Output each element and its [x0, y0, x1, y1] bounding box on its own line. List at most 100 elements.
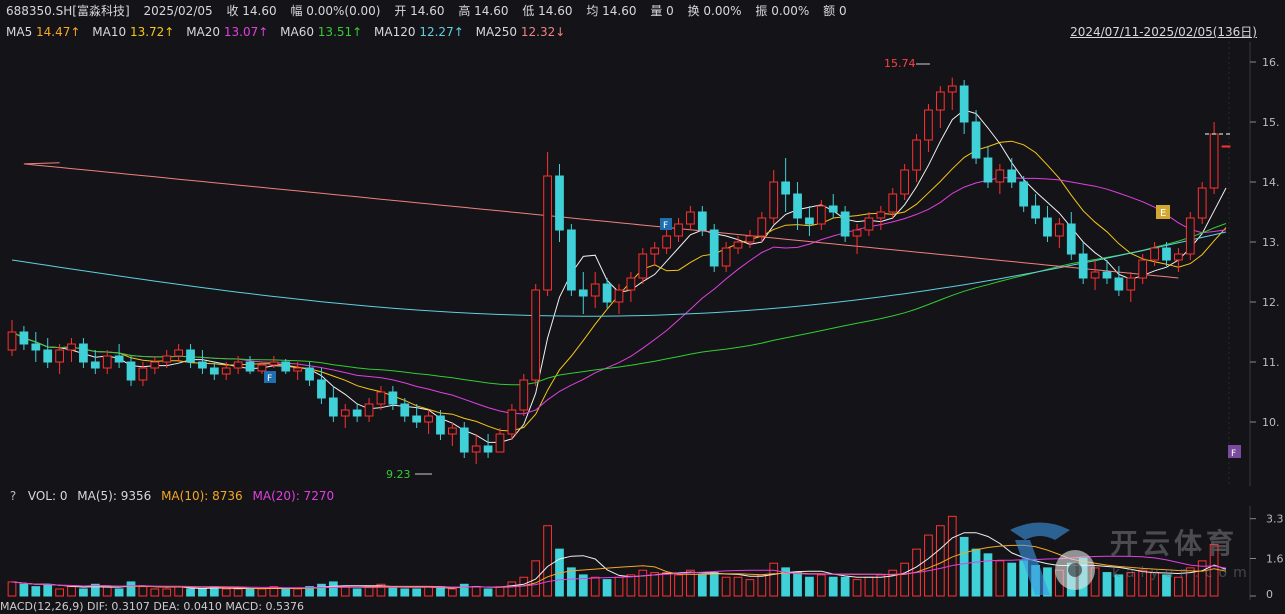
candle[interactable] — [1055, 218, 1064, 248]
candle[interactable] — [947, 77, 957, 110]
candle[interactable] — [424, 410, 433, 434]
candle[interactable] — [495, 428, 505, 453]
candle[interactable] — [1090, 260, 1100, 290]
candle[interactable] — [150, 356, 160, 374]
date-range[interactable]: 2024/07/11-2025/02/05(136日) — [1070, 25, 1257, 39]
candle[interactable] — [852, 224, 862, 254]
candle[interactable] — [269, 356, 279, 368]
candle[interactable] — [590, 272, 600, 308]
candle[interactable] — [1114, 266, 1124, 296]
candle[interactable] — [340, 404, 350, 428]
candle[interactable] — [721, 242, 731, 272]
candle[interactable] — [971, 110, 981, 164]
candle[interactable] — [519, 374, 529, 416]
candle[interactable] — [924, 104, 933, 152]
candle[interactable] — [935, 86, 945, 128]
f-marker-1[interactable] — [264, 371, 276, 383]
candle[interactable] — [697, 206, 707, 236]
candle[interactable] — [352, 404, 362, 422]
candle[interactable] — [793, 182, 802, 230]
candle[interactable] — [317, 368, 326, 404]
candle[interactable] — [293, 362, 303, 380]
candle[interactable] — [567, 224, 576, 296]
candle[interactable] — [888, 188, 898, 218]
candle[interactable] — [614, 284, 624, 314]
candle[interactable] — [638, 248, 648, 284]
candle[interactable] — [1185, 212, 1195, 260]
candle[interactable] — [245, 356, 255, 374]
candle[interactable] — [828, 194, 838, 218]
candle[interactable] — [1174, 248, 1183, 272]
candle[interactable] — [995, 164, 1005, 194]
candle[interactable] — [1197, 182, 1207, 224]
candle[interactable] — [1031, 194, 1040, 224]
candle[interactable] — [388, 386, 398, 410]
candle[interactable] — [1043, 206, 1052, 242]
candle[interactable] — [376, 386, 386, 410]
e-marker[interactable] — [1156, 205, 1170, 219]
candle[interactable] — [31, 332, 41, 362]
candle[interactable] — [662, 230, 671, 254]
candle[interactable] — [757, 212, 767, 242]
candle[interactable] — [79, 338, 88, 368]
candle[interactable] — [1221, 145, 1231, 148]
candle[interactable] — [7, 320, 17, 356]
candle[interactable] — [281, 359, 291, 374]
candle[interactable] — [257, 362, 267, 374]
candle[interactable] — [745, 230, 755, 248]
candle[interactable] — [709, 224, 719, 272]
candle[interactable] — [983, 146, 993, 188]
candle[interactable] — [1138, 254, 1148, 284]
candle[interactable] — [650, 242, 660, 266]
candle[interactable] — [1150, 242, 1159, 266]
f-marker-3[interactable] — [1228, 445, 1241, 458]
candle[interactable] — [507, 404, 517, 440]
candle[interactable] — [459, 422, 469, 458]
candle[interactable] — [1019, 176, 1029, 212]
candle[interactable] — [448, 422, 457, 446]
candle[interactable] — [959, 80, 969, 134]
candle[interactable] — [412, 404, 422, 428]
candle[interactable] — [626, 272, 636, 302]
stock-symbol[interactable]: 688350.SH[富淼科技] — [6, 4, 130, 18]
candle[interactable] — [1066, 212, 1076, 260]
candle[interactable] — [233, 356, 243, 374]
candle[interactable] — [864, 212, 874, 236]
candle[interactable] — [531, 284, 541, 386]
candle[interactable] — [126, 356, 136, 386]
candle[interactable] — [1162, 242, 1171, 266]
candle[interactable] — [162, 350, 172, 368]
candle[interactable] — [55, 344, 64, 374]
candle[interactable] — [90, 350, 100, 374]
candle[interactable] — [305, 362, 314, 386]
kline-chart[interactable]: 16. 15. 14. 13. 12. 11. 10. 15.74 9.23 F F E F — [0, 42, 1285, 486]
candle[interactable] — [840, 206, 850, 242]
candle[interactable] — [198, 350, 207, 374]
candle[interactable] — [364, 398, 374, 422]
candle[interactable] — [816, 200, 826, 230]
candle[interactable] — [578, 272, 588, 314]
candle[interactable] — [1007, 158, 1017, 188]
candle[interactable] — [138, 362, 148, 386]
candle[interactable] — [436, 410, 445, 440]
candle[interactable] — [805, 206, 814, 236]
candle[interactable] — [1126, 272, 1136, 302]
candle[interactable] — [733, 236, 743, 254]
f-marker-2[interactable] — [660, 218, 672, 230]
candle[interactable] — [400, 398, 410, 422]
candle[interactable] — [102, 350, 112, 374]
candle[interactable] — [769, 170, 779, 224]
candle[interactable] — [876, 206, 886, 230]
candle[interactable] — [174, 344, 183, 362]
candle[interactable] — [186, 344, 195, 368]
candle[interactable] — [900, 164, 910, 200]
candle[interactable] — [1078, 242, 1088, 284]
candle[interactable] — [912, 134, 921, 182]
candle[interactable] — [221, 362, 231, 380]
candle[interactable] — [328, 386, 338, 422]
candle[interactable] — [114, 344, 124, 368]
candle[interactable] — [555, 164, 564, 242]
help-icon[interactable]: ? — [9, 489, 17, 503]
candle[interactable] — [543, 152, 552, 296]
candle[interactable] — [1102, 260, 1112, 284]
